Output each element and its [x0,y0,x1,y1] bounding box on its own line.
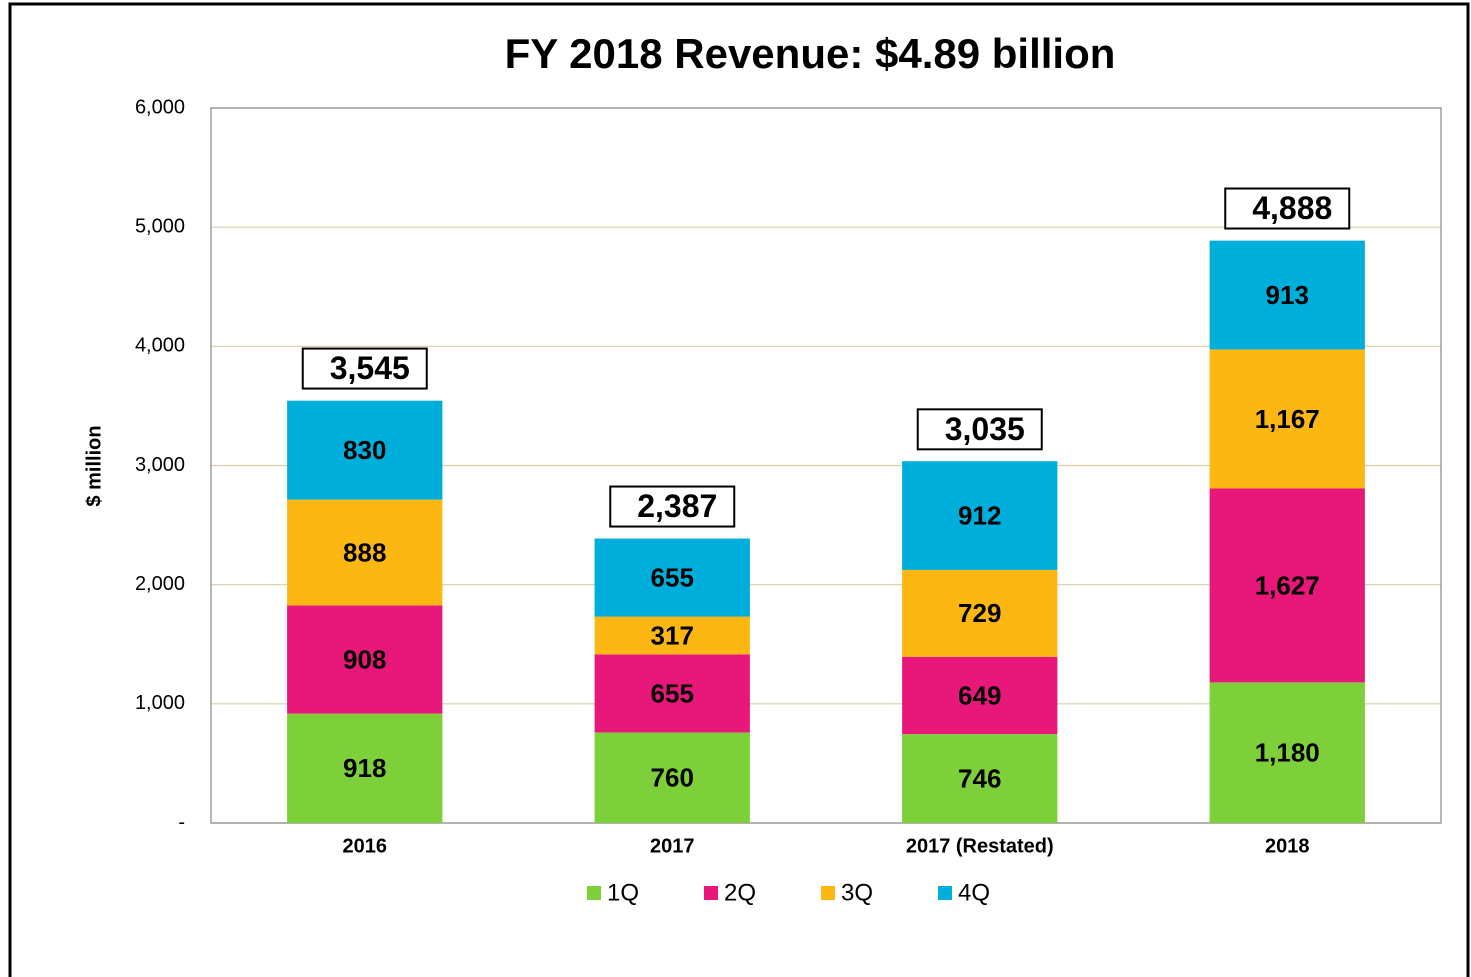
total-label: 2,387 [637,488,717,524]
bar-segment [902,734,1058,823]
total-box [609,485,736,528]
data-label: 1,180 [1255,738,1320,768]
x-tick-label: 2016 [343,835,388,857]
bar-segment [287,605,443,714]
data-label: 317 [651,620,694,650]
bar-segment [1209,488,1365,683]
plot-border [210,107,1442,824]
legend-label: 2Q [724,879,756,906]
legend-swatch [704,886,718,900]
data-label: 760 [651,763,694,793]
legend-swatch [938,886,952,900]
legend-label: 4Q [958,879,990,906]
bar-segment [902,461,1058,570]
data-label: 830 [343,435,386,465]
data-label: 908 [343,644,386,674]
y-tick-label: 3,000 [135,454,185,476]
y-tick-label: 6,000 [135,96,185,118]
bar-segment [287,499,443,606]
bar-segment [594,654,750,733]
x-tick-label: 2017 [650,835,695,857]
x-tick-label: 2018 [1265,835,1310,857]
bar-segment [287,400,443,500]
total-box [301,347,428,390]
total-box [1224,187,1351,230]
data-label: 888 [343,537,386,567]
y-tick-label: - [178,811,185,833]
bar-segment [287,713,443,823]
legend-label: 3Q [841,879,873,906]
chart-title: FY 2018 Revenue: $4.89 billion [505,30,1116,77]
bar-segment [1209,240,1365,350]
bar-segment [902,569,1058,657]
bar-segment [1209,682,1365,823]
total-box [916,408,1043,451]
data-label: 655 [651,562,694,592]
bar-segment [902,656,1058,735]
y-tick-label: 4,000 [135,335,185,357]
y-tick-label: 2,000 [135,573,185,595]
total-label: 3,035 [945,411,1025,447]
legend-swatch [587,886,601,900]
y-tick-label: 5,000 [135,215,185,237]
data-label: 729 [958,598,1001,628]
bar-segment [594,732,750,823]
legend-label: 1Q [607,879,639,906]
bar-segment [1209,349,1365,489]
data-label: 649 [958,680,1001,710]
legend-swatch [821,886,835,900]
data-label: 912 [958,500,1001,530]
data-label: 1,627 [1255,570,1320,600]
y-axis-label: $ million [83,425,105,506]
total-label: 4,888 [1252,190,1332,226]
total-label: 3,545 [330,350,410,386]
frame [8,2,1470,977]
data-label: 746 [958,763,1001,793]
bar-segment [594,538,750,617]
y-tick-label: 1,000 [135,692,185,714]
data-label: 655 [651,678,694,708]
data-label: 1,167 [1255,404,1320,434]
bar-segment [594,616,750,655]
data-label: 913 [1266,280,1309,310]
data-label: 918 [343,753,386,783]
x-tick-label: 2017 (Restated) [906,835,1054,857]
